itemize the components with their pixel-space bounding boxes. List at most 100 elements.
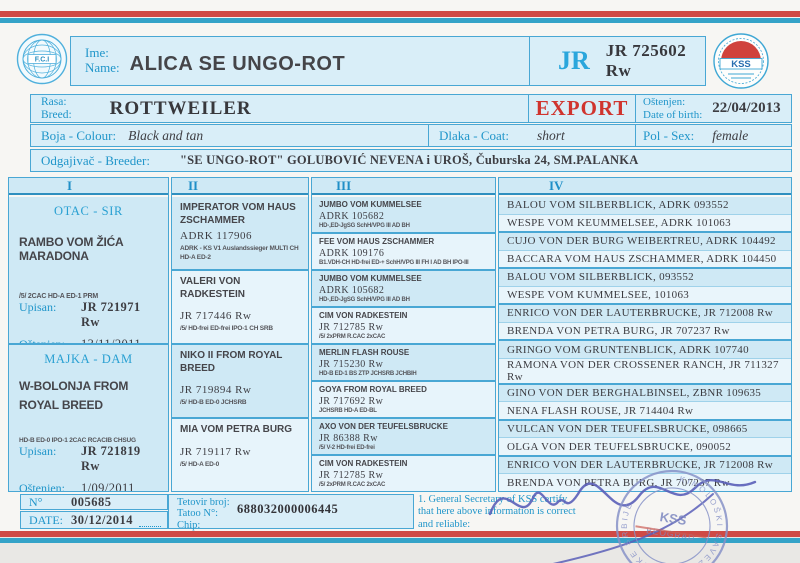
ancestor-titles: /5/ HD-frei ED-frei IPO-1 CH SRB: [180, 325, 273, 332]
mother-titles: HD-B ED-0 IPO-1 2CAC RCACIB CHSUG: [19, 437, 136, 445]
no-label: N°: [29, 494, 43, 509]
great-grandparent-cell: FEE VOM HAUS ZSCHAMMER ADRK 109176 B1.VD…: [312, 234, 495, 271]
great-grandparent-cell: JUMBO VOM KUMMELSEE ADRK 105682 HD-,ED-J…: [312, 197, 495, 234]
chip-label: Chip:: [177, 519, 201, 531]
ancestor-row: ENRICO VON DER LAUTERBRUCKE, JR 712008 R…: [499, 305, 791, 323]
grandparent-cell: IMPERATOR VOM HAUS ZSCHAMMER ADRK 117906…: [172, 197, 308, 271]
dam-section-label: MAJKA - DAM: [44, 352, 133, 366]
certify-line-2: that here above information is correct: [418, 506, 576, 518]
sex-box: Pol - Sex: female: [635, 124, 792, 147]
certificate-number-box: N° 005685: [20, 494, 168, 510]
dog-name: ALICA SE UNGO-ROT: [129, 52, 346, 75]
sire-section-label: OTAC - SIR: [54, 204, 123, 218]
ancestor-registration: JR 712785 Rw: [319, 470, 384, 481]
tattoo-chip-box: Tetovir broj: Tatoo N°: Chip: 6880320000…: [168, 494, 414, 531]
ostenjen-label: Oštenjen:: [643, 96, 686, 109]
ancestor-name: MIA VOM PETRA BURG: [180, 424, 293, 435]
great-grandparent-cell: GOYA FROM ROYAL BREED JR 717692 Rw JCHSR…: [312, 382, 495, 419]
ancestor-name: CIM VON RADKESTEIN: [319, 311, 408, 320]
mother-dob: 1/09/2011: [81, 481, 135, 491]
fci-logo-text: F.C.I: [35, 57, 49, 64]
ancestor-row: ENRICO VON DER LAUTERBRUCKE, JR 712008 R…: [499, 456, 791, 475]
ancestor-name: IMPERATOR VOM HAUS ZSCHAMMER: [180, 202, 296, 226]
registration-number: JR 725602 Rw: [605, 41, 687, 80]
ancestor-registration: JR 86388 Rw: [319, 433, 378, 444]
ancestor-titles: ADRK - KS V1 Auslandssieger MULTI CH: [180, 245, 299, 252]
pol-label: Pol - Sex:: [643, 127, 695, 143]
father-ostenjen-label: Oštenjen:: [19, 337, 65, 345]
certify-line-3: and reliable:: [418, 518, 471, 530]
great-grandparent-cell: JUMBO VOM KUMMELSEE ADRK 105682 HD-,ED-J…: [312, 271, 495, 308]
ancestor-row: BALOU VOM SILBERBLICK, 093552: [499, 269, 791, 287]
rasa-label: Rasa:: [41, 95, 67, 108]
ancestor-name: JUMBO VOM KUMMELSEE: [319, 200, 422, 209]
mother-registration: JR 721819 Rw: [81, 444, 141, 474]
ancestor-titles: /5/ HD-A ED-0: [180, 460, 220, 468]
odgajivac-label: Odgajivač - Breeder:: [41, 152, 151, 168]
ancestor-row: BRENDA VON PETRA BURG, JR 707237 Rw: [499, 322, 791, 342]
bottom-teal-stripe: [0, 538, 800, 543]
pedigree-column-4: IV BALOU VOM SILBERBLICK, ADRK 093552 WE…: [498, 177, 792, 492]
boja-label: Boja - Colour:: [41, 127, 117, 143]
ancestor-registration: JR 717446 Rw: [180, 310, 252, 322]
great-grandparent-cell: MERLIN FLASH ROUSE JR 715230 Rw HD-B ED-…: [312, 345, 495, 382]
top-red-stripe: [0, 11, 800, 17]
pedigree-column-3: III JUMBO VOM KUMMELSEE ADRK 105682 HD-,…: [311, 177, 496, 492]
ancestor-name: AXO VON DER TEUFELSBRUCKE: [319, 422, 448, 431]
ancestor-name: NIKO II FROM ROYAL BREED: [180, 350, 283, 374]
coat-box: Dlaka - Coat: short: [428, 124, 636, 147]
date-label: DATE:: [29, 512, 63, 527]
name-box: Ime: Name: ALICA SE UNGO-ROT: [70, 36, 530, 86]
ancestor-titles-2: HD-A ED-2: [180, 254, 211, 262]
breed-label: Breed:: [41, 108, 72, 121]
father-cell: OTAC - SIR RAMBO VOM ŽIĆA MARADONA /5/ 2…: [9, 197, 168, 345]
ancestor-titles: /5/ V-2 HD-frei ED-frei: [319, 445, 375, 451]
column-1-header: I: [9, 178, 168, 195]
ime-label: Ime:: [85, 45, 109, 61]
mother-cell: MAJKA - DAM W-BOLONJA FROM ROYAL BREED H…: [9, 345, 168, 491]
tattoo-number: 688032000006445: [237, 502, 339, 516]
ancestor-registration: ADRK 105682: [319, 211, 385, 222]
certification-text: 1. General Secretary of KSS certify that…: [418, 494, 603, 531]
father-titles: /5/ 2CAC HD-A ED-1 PRM: [19, 293, 98, 300]
ancestor-registration: JR 715230 Rw: [319, 359, 384, 370]
breeder-value: "SE UNGO-ROT" GOLUBOVIĆ NEVENA i UROŠ, Č…: [180, 153, 639, 167]
great-grandparent-cell: AXO VON DER TEUFELSBRUCKE JR 86388 Rw /5…: [312, 419, 495, 456]
ancestor-titles: /5/ HD-B ED-0 JCHSRB: [180, 399, 247, 406]
ancestor-titles: B1.VDH-CH HD-frei ED-+ SchH/VPG III FH I…: [319, 260, 469, 266]
sex-value: female: [712, 127, 749, 143]
ancestor-row: WESPE VOM KUMMELSEE, 101063: [499, 286, 791, 306]
ancestor-titles: JCHSRB HD-A ED-BL: [319, 408, 377, 414]
colour-box: Boja - Colour: Black and tan: [30, 124, 429, 147]
certify-line-1: 1. General Secretary of KSS certify: [418, 494, 568, 505]
ancestor-titles: HD-B ED-1 BS ZTP JCHSRB JCHBIH: [319, 371, 417, 377]
ancestor-registration: ADRK 117906: [180, 230, 253, 242]
ancestor-row: NENA FLASH ROUSE, JR 714404 Rw: [499, 402, 791, 421]
father-dob: 13/11/2011: [81, 337, 142, 345]
dlaka-label: Dlaka - Coat:: [439, 127, 510, 143]
ancestor-name: JUMBO VOM KUMMELSEE: [319, 274, 422, 283]
breed-value: ROTTWEILER: [109, 97, 252, 119]
mother-name: W-BOLONJA FROM ROYAL BREED: [19, 379, 129, 413]
pedigree-column-2: II IMPERATOR VOM HAUS ZSCHAMMER ADRK 117…: [171, 177, 309, 492]
dob-label: Date of birth:: [643, 108, 703, 121]
ancestor-name: GOYA FROM ROYAL BREED: [319, 385, 427, 394]
top-teal-stripe: [0, 18, 800, 23]
ancestor-registration: JR 719894 Rw: [180, 384, 252, 396]
ancestor-name: FEE VOM HAUS ZSCHAMMER: [319, 237, 435, 246]
ancestor-registration: JR 712785 Rw: [319, 322, 384, 333]
name-label: Name:: [85, 60, 120, 75]
ancestor-registration: ADRK 105682: [319, 285, 385, 296]
breed-box: Rasa: Breed: ROTTWEILER: [30, 94, 529, 123]
father-upisan-label: Upisan:: [19, 300, 57, 314]
ancestor-titles: /5/ 2xPRM R.CAC 2xCAC: [319, 334, 386, 340]
ancestor-row: BACCARA VOM HAUS ZSCHAMMER, ADRK 104450: [499, 250, 791, 270]
coat-value: short: [537, 127, 565, 143]
pedigree-table: I OTAC - SIR RAMBO VOM ŽIĆA MARADONA /5/…: [8, 177, 792, 492]
kss-stamp-icon: KINOLOŠKI SAVEZ REPUBLIKE SRBIJE KSS BEO…: [603, 457, 740, 563]
stamp-kss-text: KSS: [659, 509, 688, 528]
mother-ostenjen-label: Oštenjen:: [19, 481, 65, 491]
grandparent-cell: VALERI VON RADKESTEIN JR 717446 Rw /5/ H…: [172, 271, 308, 345]
date-box: DATE: 30/12/2014: [20, 511, 168, 529]
